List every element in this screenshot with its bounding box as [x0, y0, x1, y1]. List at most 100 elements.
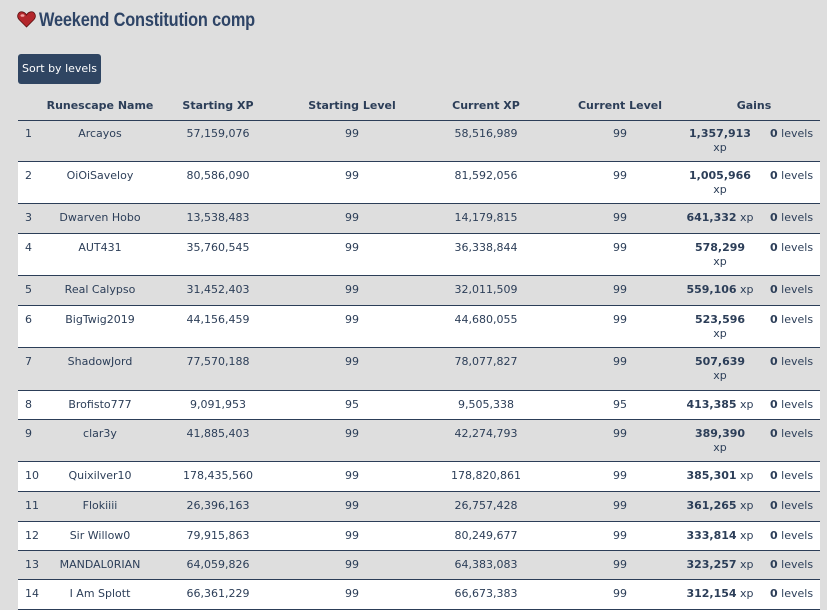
- cell: 31,452,403: [186, 283, 250, 296]
- gain-levels-value: 0: [770, 587, 778, 600]
- cell: 66,361,229: [186, 587, 250, 600]
- cell: 99: [345, 241, 359, 254]
- xp-unit: xp: [713, 369, 727, 382]
- cell: 26,757,428: [454, 499, 518, 512]
- sort-button[interactable]: Sort by levels: [18, 54, 101, 84]
- cell: 41,885,403: [186, 427, 250, 440]
- cell: Arcayos: [78, 127, 122, 140]
- cell: 26,396,163: [186, 499, 250, 512]
- table-row: 2 OiOiSaveloy 80,586,090 99 81,592,056 99 1,00…: [18, 162, 820, 204]
- cell: 64,059,826: [186, 558, 250, 571]
- cell: 44,156,459: [186, 313, 250, 326]
- cell: BigTwig2019: [65, 313, 135, 326]
- cell: 35,760,545: [186, 241, 250, 254]
- gain-xp: 641,332 xp: [678, 211, 762, 225]
- table-row: 4 AUT431 35,760,545 99 36,338,844 99 578,299 x…: [18, 234, 820, 276]
- cell: 78,077,827: [454, 355, 518, 368]
- gain-xp: 312,154 xp: [678, 587, 762, 601]
- gain-levels: 0 levels: [770, 313, 813, 327]
- cell: 80,249,677: [454, 529, 518, 542]
- xp-unit: xp: [713, 255, 727, 268]
- cell: Real Calypso: [64, 283, 136, 296]
- gain-levels: 0 levels: [770, 587, 813, 601]
- cell: 99: [613, 355, 627, 368]
- gain-levels: 0 levels: [770, 169, 813, 183]
- gain-levels-value: 0: [770, 469, 778, 482]
- cell: 99: [345, 355, 359, 368]
- levels-unit: levels: [781, 313, 814, 326]
- gain-levels: 0 levels: [770, 427, 813, 441]
- xp-unit: xp: [740, 469, 754, 482]
- cell: OiOiSaveloy: [66, 169, 134, 182]
- gain-xp-value: 1,005,966: [689, 169, 751, 182]
- xp-unit: xp: [740, 499, 754, 512]
- table-row: 10 Quixilver10 178,435,560 99 178,820,861 99 3…: [18, 462, 820, 492]
- gain-xp: 413,385 xp: [678, 398, 762, 412]
- page-title: Weekend Constitution comp: [39, 10, 256, 31]
- table-row: 11 Flokiiii 26,396,163 99 26,757,428 99 361,26…: [18, 492, 820, 522]
- cell: 99: [345, 529, 359, 542]
- levels-unit: levels: [781, 355, 814, 368]
- cell: 58,516,989: [454, 127, 518, 140]
- cell: 81,592,056: [454, 169, 518, 182]
- gain-levels: 0 levels: [770, 499, 813, 513]
- rank: 7: [25, 355, 32, 368]
- table-row: 12 Sir Willow0 79,915,863 99 80,249,677 99 333…: [18, 522, 820, 551]
- cell: Brofisto777: [68, 398, 132, 411]
- gain-xp: 523,596 xp: [678, 313, 762, 341]
- gain-levels-value: 0: [770, 558, 778, 571]
- gain-xp-value: 361,265: [686, 499, 737, 512]
- gain-levels-value: 0: [770, 127, 778, 140]
- rank: 6: [25, 313, 32, 326]
- heart-icon: [17, 11, 36, 28]
- cell: 44,680,055: [454, 313, 518, 326]
- levels-unit: levels: [781, 398, 814, 411]
- levels-unit: levels: [781, 211, 814, 224]
- gain-levels: 0 levels: [770, 529, 813, 543]
- xp-unit: xp: [740, 398, 754, 411]
- cell: 99: [613, 169, 627, 182]
- table-row: 1 Arcayos 57,159,076 99 58,516,989 99 1,357,91…: [18, 120, 820, 162]
- gain-levels: 0 levels: [770, 398, 813, 412]
- gain-levels-value: 0: [770, 355, 778, 368]
- cell: clar3y: [83, 427, 117, 440]
- cell: 14,179,815: [454, 211, 518, 224]
- cell: 99: [613, 529, 627, 542]
- table-row: 8 Brofisto777 9,091,953 95 9,505,338 95 413,38…: [18, 391, 820, 420]
- cell: 99: [613, 427, 627, 440]
- levels-unit: levels: [781, 587, 814, 600]
- cell: 99: [345, 558, 359, 571]
- gain-xp: 507,639 xp: [678, 355, 762, 383]
- cell: I Am Splott: [69, 587, 131, 600]
- gain-xp: 578,299 xp: [678, 241, 762, 269]
- cell: Quixilver10: [68, 469, 132, 482]
- gain-xp-value: 641,332: [686, 211, 737, 224]
- cell: 99: [613, 241, 627, 254]
- column-header: Current XP: [452, 99, 520, 112]
- cell: 95: [345, 398, 359, 411]
- xp-unit: xp: [740, 529, 754, 542]
- cell: 99: [345, 499, 359, 512]
- cell: 66,673,383: [454, 587, 518, 600]
- gain-levels: 0 levels: [770, 558, 813, 572]
- table-row: 5 Real Calypso 31,452,403 99 32,011,509 99 559…: [18, 276, 820, 306]
- levels-unit: levels: [781, 469, 814, 482]
- cell: 99: [613, 283, 627, 296]
- cell: 99: [345, 283, 359, 296]
- gain-levels: 0 levels: [770, 355, 813, 369]
- xp-unit: xp: [740, 558, 754, 571]
- gain-xp-value: 312,154: [686, 587, 737, 600]
- gain-levels-value: 0: [770, 169, 778, 182]
- gain-levels-value: 0: [770, 529, 778, 542]
- column-header: Current Level: [577, 99, 662, 112]
- rank: 9: [25, 427, 32, 440]
- column-header: Gains: [736, 99, 772, 112]
- table-row: 14 I Am Splott 66,361,229 99 66,673,383 99 312…: [18, 580, 820, 610]
- table-row: 13 MANDAL0RIAN 64,059,826 99 64,383,083 99 323…: [18, 551, 820, 580]
- levels-unit: levels: [781, 427, 814, 440]
- gain-levels: 0 levels: [770, 469, 813, 483]
- cell: 42,274,793: [454, 427, 518, 440]
- xp-unit: xp: [713, 327, 727, 340]
- gain-xp-value: 333,814: [686, 529, 737, 542]
